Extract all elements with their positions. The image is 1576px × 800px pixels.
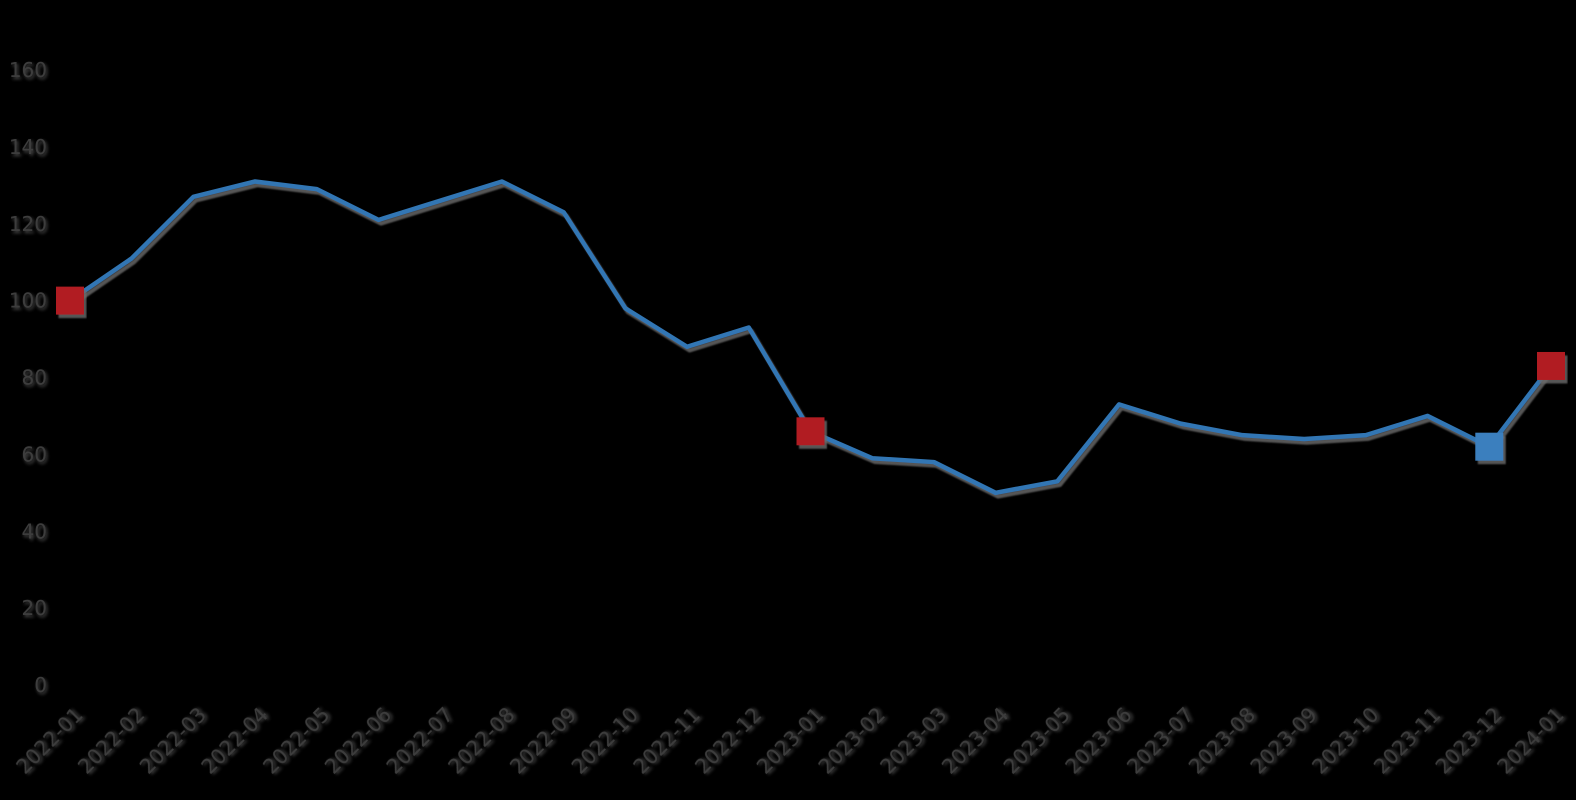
y-tick-label: 140 [9, 135, 47, 159]
red-square-marker-2023-01 [796, 417, 825, 446]
y-tick-label: 40 [22, 519, 47, 543]
y-tick-label: 100 [9, 289, 47, 313]
red-square-marker-2022-01 [56, 286, 84, 315]
y-tick-label: 120 [9, 212, 47, 236]
blue-square-marker-2023-12 [1475, 432, 1504, 461]
y-tick-label: 80 [22, 366, 47, 390]
y-tick-label: 0 [34, 673, 47, 697]
red-square-marker-2024-01 [1537, 351, 1565, 380]
y-tick-label: 20 [22, 596, 47, 620]
y-tick-label: 160 [9, 58, 47, 82]
y-tick-label: 60 [22, 442, 47, 466]
